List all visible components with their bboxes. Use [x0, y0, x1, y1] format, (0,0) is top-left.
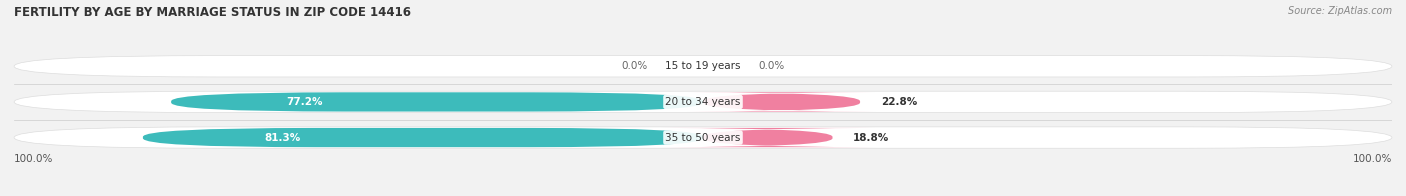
- Text: 20 to 34 years: 20 to 34 years: [665, 97, 741, 107]
- FancyBboxPatch shape: [688, 92, 875, 112]
- FancyBboxPatch shape: [172, 92, 703, 112]
- Text: 18.8%: 18.8%: [853, 132, 890, 142]
- Text: 81.3%: 81.3%: [264, 132, 301, 142]
- FancyBboxPatch shape: [143, 128, 703, 147]
- FancyBboxPatch shape: [14, 91, 1392, 113]
- Text: FERTILITY BY AGE BY MARRIAGE STATUS IN ZIP CODE 14416: FERTILITY BY AGE BY MARRIAGE STATUS IN Z…: [14, 6, 411, 19]
- Text: 0.0%: 0.0%: [758, 61, 785, 71]
- FancyBboxPatch shape: [661, 128, 875, 147]
- Text: 15 to 19 years: 15 to 19 years: [665, 61, 741, 71]
- Text: 22.8%: 22.8%: [880, 97, 917, 107]
- Text: 100.0%: 100.0%: [1353, 154, 1392, 164]
- Text: Source: ZipAtlas.com: Source: ZipAtlas.com: [1288, 6, 1392, 16]
- FancyBboxPatch shape: [14, 127, 1392, 148]
- Text: 35 to 50 years: 35 to 50 years: [665, 132, 741, 142]
- Text: 0.0%: 0.0%: [621, 61, 648, 71]
- FancyBboxPatch shape: [14, 56, 1392, 77]
- Text: 77.2%: 77.2%: [285, 97, 322, 107]
- Text: 100.0%: 100.0%: [14, 154, 53, 164]
